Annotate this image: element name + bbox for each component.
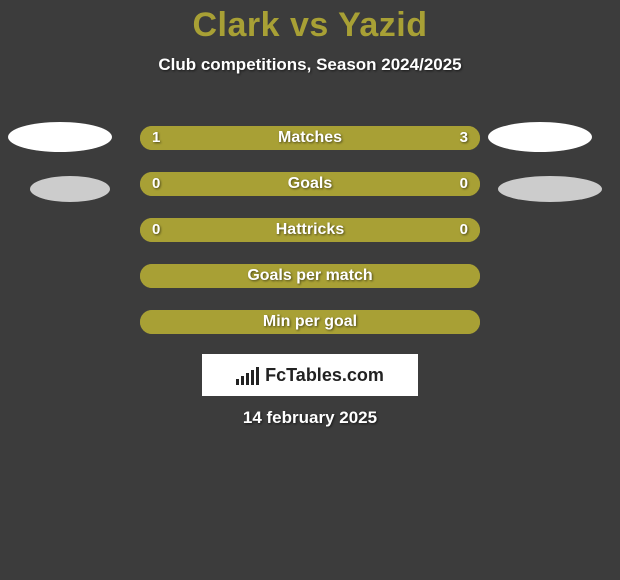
player-left-marker-2 — [30, 176, 110, 202]
stat-bar-right-value: 0 — [460, 172, 468, 196]
stat-bar-label: Matches — [140, 126, 480, 150]
comparison-bars: Matches13Goals00Hattricks00Goals per mat… — [140, 126, 480, 334]
stat-bar-row: Goals0 0 — [140, 172, 480, 196]
page-title: Clark vs Yazid — [0, 0, 620, 45]
stat-bar-left-value: 0 — [152, 218, 160, 242]
stat-bar-row: Hattricks0 0 — [140, 218, 480, 242]
logo-bars-icon — [236, 365, 259, 385]
page-subtitle: Club competitions, Season 2024/2025 — [0, 55, 620, 75]
stat-bar-row: Min per goal — [140, 310, 480, 334]
player-left-marker-1 — [8, 122, 112, 152]
stat-bar-row: Goals per match — [140, 264, 480, 288]
fctables-logo: FcTables.com — [202, 354, 418, 396]
footer-date: 14 february 2025 — [0, 408, 620, 428]
stat-bar-label: Hattricks — [140, 218, 480, 242]
logo-text: FcTables.com — [265, 365, 384, 386]
player-right-marker-2 — [498, 176, 602, 202]
stat-bar-left-value: 1 — [152, 126, 160, 150]
stat-bar-row: Matches1 3 — [140, 126, 480, 150]
stat-bar-label: Goals per match — [140, 264, 480, 288]
stat-bar-label: Goals — [140, 172, 480, 196]
stat-bar-right-value: 0 — [460, 218, 468, 242]
stat-bar-right-value: 3 — [460, 126, 468, 150]
stat-bar-left-value: 0 — [152, 172, 160, 196]
player-right-marker-1 — [488, 122, 592, 152]
stat-bar-label: Min per goal — [140, 310, 480, 334]
